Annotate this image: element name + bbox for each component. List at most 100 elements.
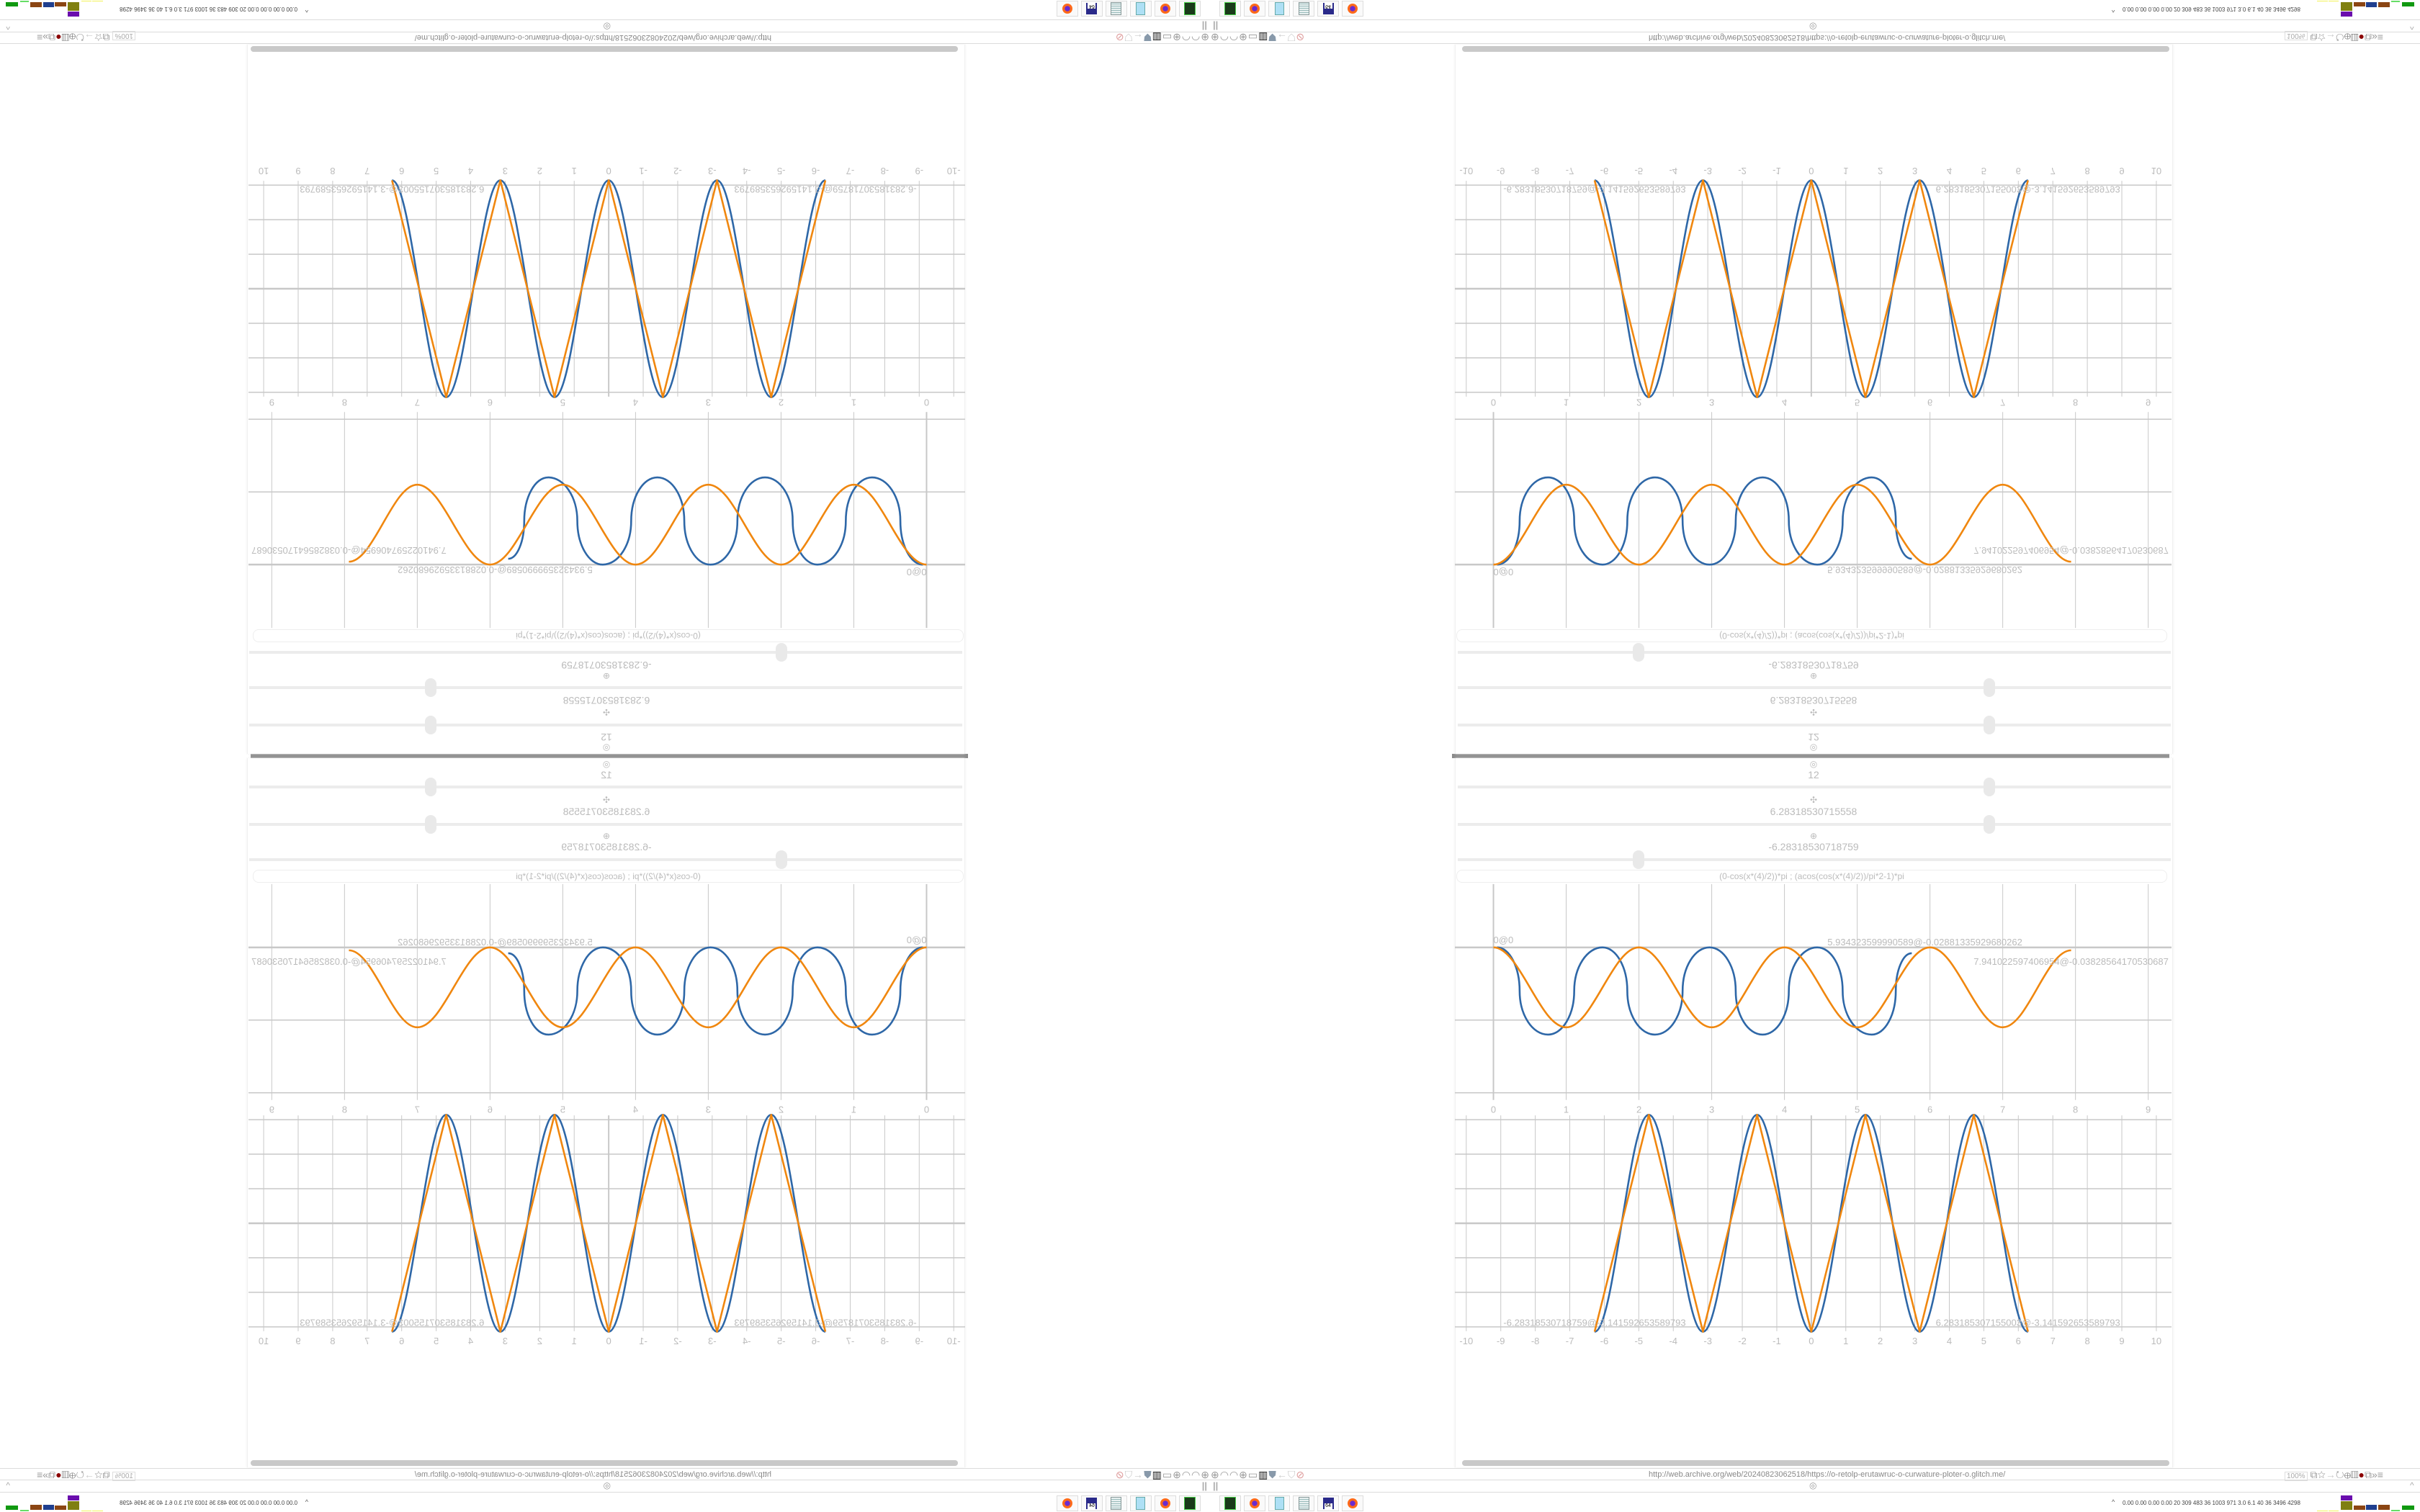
trash-icon[interactable]: ▥ — [61, 1469, 70, 1480]
folder-icon[interactable]: ▭ — [1247, 32, 1259, 43]
forward-arrow-icon[interactable]: → — [84, 1469, 95, 1480]
globe-icon[interactable]: ⊕ — [2344, 32, 2351, 43]
taskbar-floppy[interactable]: 64 — [1081, 1, 1103, 17]
slider-track[interactable] — [1458, 724, 2171, 726]
slider-track[interactable] — [1458, 858, 2171, 861]
star-icon[interactable]: ☆ — [94, 1469, 103, 1480]
addon-icon[interactable]: ● — [2358, 32, 2365, 43]
globe-icon[interactable]: ⊕ — [1200, 32, 1209, 43]
slider-track[interactable] — [1458, 651, 2171, 654]
extension-icon[interactable]: ⧉ — [2364, 32, 2372, 43]
collapse-icon[interactable]: ^ — [2410, 1480, 2414, 1490]
taskbar-notepad[interactable] — [1293, 1, 1314, 17]
slider-handle[interactable] — [1633, 643, 1645, 662]
taskbar-notepad[interactable] — [1106, 1495, 1127, 1511]
folder-icon[interactable]: ▭ — [1161, 1469, 1173, 1480]
star-icon[interactable]: ☆ — [2317, 32, 2326, 43]
shield-badge-icon[interactable]: ⛊ — [1268, 32, 1277, 43]
formula-input[interactable]: (0-cos(x*(4)/2))*pi ; (acos(cos(x*(4)/2)… — [253, 870, 964, 883]
reader-icon[interactable]: ⧉ — [2310, 32, 2318, 43]
globe-icon[interactable]: ⊕ — [1200, 1469, 1209, 1480]
overflow-icon[interactable]: » — [2371, 32, 2378, 43]
taskbar-firefox[interactable] — [1244, 1495, 1265, 1511]
slider-track[interactable] — [1458, 823, 2171, 826]
overflow-icon[interactable]: » — [42, 32, 49, 43]
slider-track[interactable] — [1458, 686, 2171, 689]
taskbar-firefox[interactable] — [1057, 1, 1078, 17]
trash-icon[interactable]: ▥ — [61, 32, 70, 43]
shield-icon[interactable]: ⛉ — [1124, 32, 1133, 43]
zoom-level[interactable]: 100% — [2285, 1472, 2308, 1481]
globe-icon[interactable]: ⊕ — [1239, 1469, 1248, 1480]
taskbar-notepad[interactable] — [1106, 1, 1127, 17]
formula-input[interactable]: (0-cos(x*(4)/2))*pi ; (acos(cos(x*(4)/2)… — [1456, 870, 2167, 883]
taskbar-terminal[interactable] — [1179, 1, 1201, 17]
menu-icon[interactable]: ≡ — [37, 32, 43, 43]
taskbar-calculator[interactable] — [1268, 1, 1290, 17]
extension-icon[interactable]: ⧉ — [48, 1469, 56, 1480]
globe-icon[interactable]: ⊕ — [1239, 32, 1248, 43]
slider-track[interactable] — [249, 786, 962, 788]
back-arrow-icon[interactable]: ← — [1276, 1469, 1288, 1480]
slider-handle[interactable] — [775, 850, 787, 869]
reload-icon[interactable]: ↻ — [2335, 32, 2344, 43]
extension-icon[interactable]: ⧉ — [48, 32, 56, 43]
slider-handle[interactable] — [1633, 850, 1645, 869]
slider-handle[interactable] — [1983, 778, 1995, 796]
addon-icon[interactable]: ● — [55, 32, 62, 43]
pause-icon[interactable]: || — [1201, 1480, 1207, 1491]
folder-icon[interactable]: ▭ — [1247, 1469, 1259, 1480]
star-icon[interactable]: ☆ — [94, 32, 103, 43]
formula-input[interactable]: (0-cos(x*(4)/2))*pi ; (acos(cos(x*(4)/2)… — [1456, 629, 2167, 642]
reload-icon[interactable]: ◠ — [1229, 1469, 1240, 1480]
reload-icon[interactable]: ◠ — [1219, 1469, 1229, 1480]
horizontal-scrollbar[interactable] — [1462, 46, 2169, 52]
reload-icon[interactable]: ◠ — [1180, 1469, 1191, 1480]
slider-handle[interactable] — [1983, 678, 1995, 697]
horizontal-scrollbar[interactable] — [251, 1460, 958, 1466]
extension-icon[interactable]: ⧉ — [2364, 1469, 2372, 1480]
star-icon[interactable]: ☆ — [2317, 1469, 2326, 1480]
url-bar[interactable]: http://web.archive.org/web/2024082306251… — [414, 33, 771, 42]
taskbar-calculator[interactable] — [1130, 1495, 1152, 1511]
tray-expand-icon[interactable]: ^ — [305, 6, 308, 14]
slider-track[interactable] — [249, 858, 962, 861]
globe-icon[interactable]: ⊕ — [1211, 1469, 1220, 1480]
slider-handle[interactable] — [1983, 815, 1995, 834]
addon-icon[interactable]: ● — [55, 1469, 62, 1480]
reload-icon[interactable]: ◠ — [1229, 32, 1240, 43]
collapse-icon[interactable]: ^ — [2410, 22, 2414, 32]
slider-handle[interactable] — [1983, 716, 1995, 734]
taskbar-floppy[interactable]: 64 — [1081, 1495, 1103, 1511]
menu-icon[interactable]: ≡ — [37, 1469, 43, 1480]
taskbar-notepad[interactable] — [1293, 1495, 1314, 1511]
taskbar-firefox[interactable] — [1057, 1495, 1078, 1511]
shield-icon[interactable]: ⛉ — [1287, 32, 1296, 43]
taskbar-terminal[interactable] — [1179, 1495, 1201, 1511]
lock-off-icon[interactable]: ⊘ — [1296, 1469, 1306, 1480]
tray-expand-icon[interactable]: ^ — [2112, 1498, 2115, 1506]
url-bar[interactable]: http://web.archive.org/web/2024082306251… — [1649, 33, 2006, 42]
formula-input[interactable]: (0-cos(x*(4)/2))*pi ; (acos(cos(x*(4)/2)… — [253, 629, 964, 642]
shield-badge-icon[interactable]: ⛊ — [1268, 1469, 1277, 1480]
globe-icon[interactable]: ⊕ — [69, 32, 76, 43]
taskbar-firefox[interactable] — [1244, 1, 1265, 17]
slider-handle[interactable] — [425, 716, 437, 734]
tray-expand-icon[interactable]: ^ — [305, 1498, 308, 1506]
slider-handle[interactable] — [775, 643, 787, 662]
tray-expand-icon[interactable]: ^ — [2112, 6, 2115, 14]
horizontal-scrollbar[interactable] — [1462, 1460, 2169, 1466]
reload-icon[interactable]: ◠ — [1180, 32, 1191, 43]
globe-icon[interactable]: ⊕ — [1172, 32, 1181, 43]
taskbar-floppy[interactable]: 64 — [1317, 1, 1339, 17]
globe-icon[interactable]: ⊕ — [2344, 1469, 2351, 1480]
url-bar[interactable]: http://web.archive.org/web/2024082306251… — [414, 1470, 771, 1479]
trash-icon[interactable]: ▥ — [2350, 1469, 2359, 1480]
reload-icon[interactable]: ◠ — [1191, 1469, 1201, 1480]
overflow-icon[interactable]: » — [42, 1469, 49, 1480]
slider-track[interactable] — [1458, 786, 2171, 788]
reader-icon[interactable]: ⧉ — [102, 1469, 110, 1480]
reload-icon[interactable]: ↻ — [76, 1469, 85, 1480]
trash-icon[interactable]: ▥ — [2350, 32, 2359, 43]
taskbar-terminal[interactable] — [1219, 1495, 1241, 1511]
